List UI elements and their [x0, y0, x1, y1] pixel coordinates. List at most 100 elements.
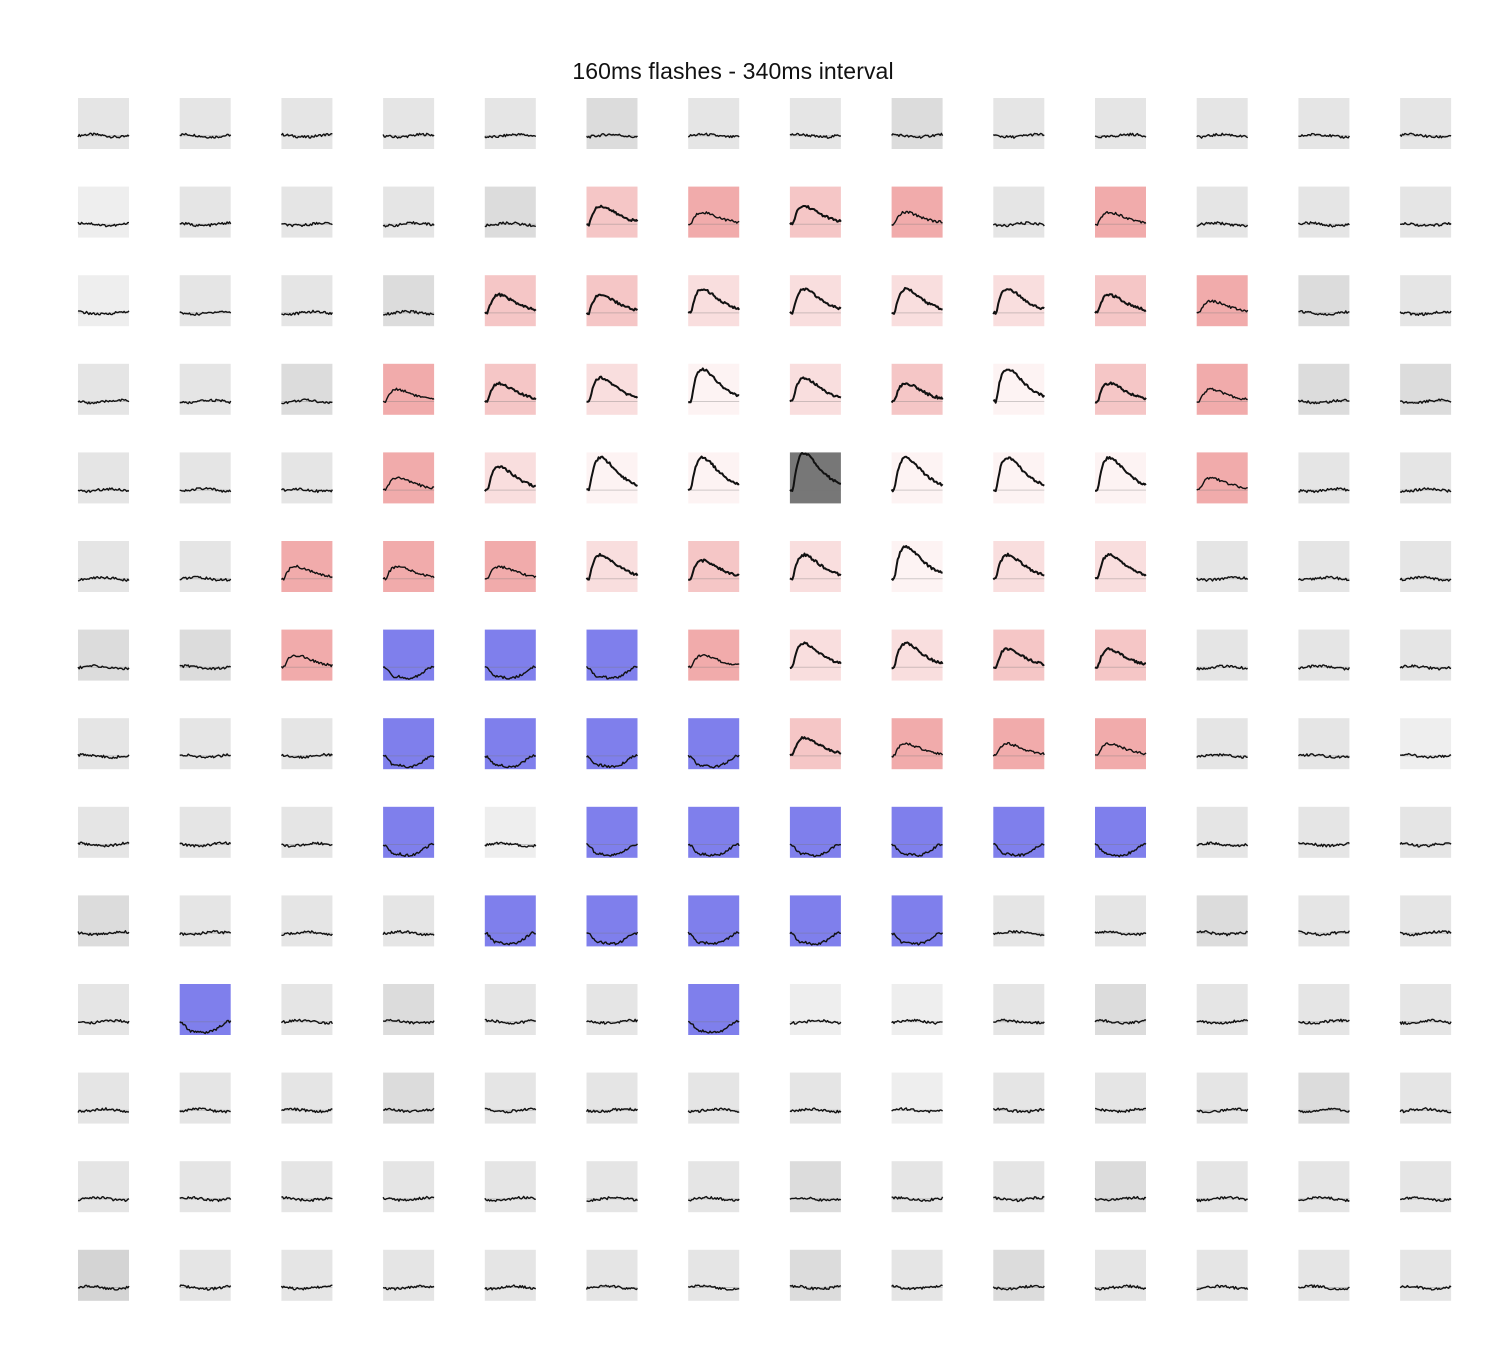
cell-trace [586, 133, 638, 139]
cell-trace [789, 641, 842, 670]
cell-trace [1400, 1196, 1452, 1202]
rf-cell [1196, 98, 1249, 149]
cell-tile [993, 275, 1045, 327]
cell-trace [1196, 221, 1249, 228]
rf-cell [1399, 275, 1452, 327]
rf-cell [1399, 1072, 1452, 1124]
cell-tile [281, 984, 333, 1035]
rf-cell [586, 363, 639, 415]
cell-tile [688, 98, 740, 149]
cell-tile [1298, 1072, 1350, 1124]
cell-tile [993, 98, 1045, 149]
cell-trace [484, 1195, 536, 1203]
cell-trace [789, 931, 841, 946]
cell-tile [993, 806, 1045, 858]
rf-cell [484, 718, 537, 770]
cell-tile [179, 1249, 231, 1301]
cell-tile [179, 541, 231, 592]
rf-cell [484, 1072, 537, 1124]
cell-trace [789, 1107, 842, 1114]
cell-trace [484, 841, 537, 848]
rf-cell [484, 452, 536, 504]
cell-trace [586, 931, 639, 946]
rf-cell [281, 186, 333, 238]
cell-tile [1400, 186, 1452, 238]
cell-tile [688, 806, 740, 858]
cell-tile [78, 718, 129, 770]
rf-cell [993, 984, 1045, 1035]
cell-trace [1297, 1284, 1350, 1291]
cell-tile [688, 1249, 740, 1301]
rf-cell [789, 363, 842, 415]
cell-trace [1094, 1018, 1147, 1025]
cell-tile [993, 541, 1045, 592]
rf-cell [382, 629, 435, 681]
rf-cell [1094, 275, 1147, 327]
cell-trace [586, 204, 639, 227]
cell-trace [1399, 664, 1452, 671]
rf-cell [1094, 98, 1147, 149]
cell-tile [688, 275, 740, 327]
cell-tile [78, 363, 129, 415]
cell-tile [1298, 452, 1350, 504]
rf-cell [789, 1249, 842, 1301]
cell-trace [281, 487, 334, 494]
cell-trace [789, 1019, 842, 1025]
cell-trace [1196, 132, 1249, 139]
cell-trace [179, 575, 232, 582]
cell-trace [1297, 575, 1350, 582]
cell-trace [1094, 132, 1147, 139]
rf-cell [1399, 363, 1452, 415]
rf-cell [484, 186, 537, 238]
cell-trace [687, 1107, 740, 1114]
cell-trace [1094, 742, 1147, 756]
rf-cell [484, 363, 537, 415]
cell-tile [891, 1161, 943, 1213]
cell-trace [281, 1107, 333, 1114]
cell-tile [891, 452, 943, 504]
rf-cell [77, 186, 129, 238]
cell-tile [789, 1072, 841, 1124]
cell-tile [891, 984, 943, 1035]
rf-cell [484, 1249, 537, 1301]
rf-cell [1400, 718, 1452, 770]
cell-tile [1400, 541, 1452, 592]
rf-cell [1297, 629, 1351, 681]
rf-cell [382, 895, 435, 947]
rf-cell [586, 718, 638, 770]
cell-tile [383, 186, 435, 238]
cell-trace [77, 1107, 129, 1113]
cell-trace [1297, 753, 1350, 759]
rf-cell [77, 629, 130, 681]
rf-cell [585, 629, 638, 681]
cell-tile [688, 1161, 740, 1213]
cell-tile [1298, 895, 1350, 947]
cell-tile [891, 275, 943, 327]
cell-trace [484, 931, 536, 946]
cell-trace [993, 132, 1045, 139]
cell-tile [891, 541, 943, 592]
cell-tile [1196, 806, 1248, 858]
rf-cell [687, 98, 740, 149]
rf-cell [891, 186, 943, 238]
cell-tile [993, 186, 1045, 238]
cell-tile [1196, 718, 1248, 770]
cell-trace [179, 221, 232, 228]
cell-trace [1399, 487, 1452, 493]
cell-trace [382, 132, 435, 139]
cell-trace [992, 552, 1045, 581]
rf-cell [382, 806, 435, 858]
rf-cell [281, 452, 334, 504]
cell-tile [179, 1161, 231, 1213]
cell-tile [1298, 98, 1350, 149]
cell-tile [383, 452, 435, 504]
cell-tile [1400, 363, 1452, 415]
cell-trace [789, 452, 842, 492]
cell-trace [1094, 647, 1147, 669]
rf-cell [586, 186, 639, 238]
cell-trace [789, 205, 842, 226]
cell-trace [1298, 930, 1351, 937]
cell-trace [1196, 576, 1249, 582]
cell-trace [179, 664, 231, 671]
rf-cell [1094, 541, 1147, 592]
